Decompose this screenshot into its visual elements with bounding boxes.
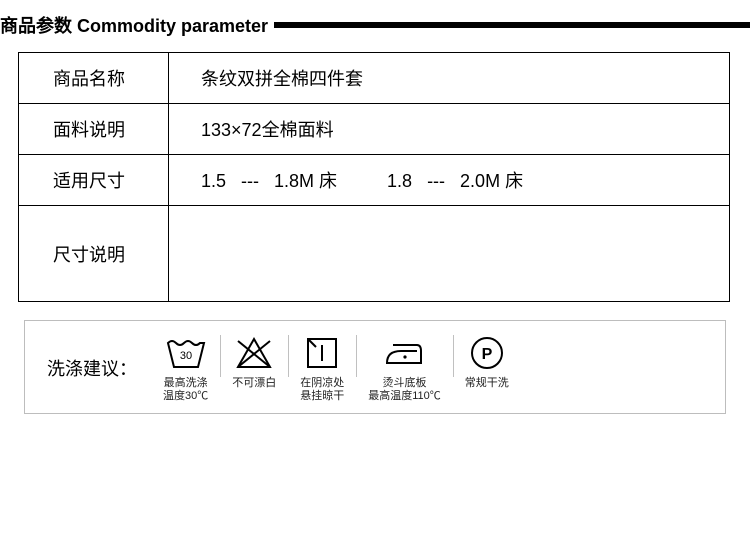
- washing-advice-box: 洗涤建议： 30 最高洗涤 温度30℃ 不可漂白 在阴凉处 悬挂晾干: [24, 320, 726, 414]
- wash-item-iron-110: 烫斗底板 最高温度110℃: [356, 333, 453, 403]
- table-row: 面料说明 133×72全棉面料: [19, 104, 730, 155]
- table-row: 商品名称 条纹双拼全棉四件套: [19, 53, 730, 104]
- wash-label: 在阴凉处 悬挂晾干: [300, 377, 344, 403]
- param-value: 条纹双拼全棉四件套: [169, 53, 730, 104]
- wash-item-dry-shade: 在阴凉处 悬挂晾干: [288, 333, 356, 403]
- wash-30-icon: 30: [164, 333, 208, 373]
- param-label: 商品名称: [19, 53, 169, 104]
- table-row: 尺寸说明: [19, 206, 730, 302]
- header-title: 商品参数 Commodity parameter: [0, 12, 274, 38]
- washing-title: 洗涤建议：: [47, 355, 137, 381]
- washing-icons: 30 最高洗涤 温度30℃ 不可漂白 在阴凉处 悬挂晾干: [151, 333, 521, 403]
- wash-item-dryclean-p: P 常规干洗: [453, 333, 521, 390]
- header-title-en: Commodity parameter: [77, 16, 268, 36]
- no-bleach-icon: [232, 333, 276, 373]
- parameter-table: 商品名称 条纹双拼全棉四件套 面料说明 133×72全棉面料 适用尺寸 1.5 …: [18, 52, 730, 302]
- param-value: 133×72全棉面料: [169, 104, 730, 155]
- section-header: 商品参数 Commodity parameter: [0, 12, 750, 38]
- param-label: 适用尺寸: [19, 155, 169, 206]
- param-label: 尺寸说明: [19, 206, 169, 302]
- param-value: [169, 206, 730, 302]
- wash-item-temp30: 30 最高洗涤 温度30℃: [151, 333, 220, 403]
- dry-shade-icon: [300, 333, 344, 373]
- wash-label: 常规干洗: [465, 377, 509, 390]
- dryclean-p-icon: P: [465, 333, 509, 373]
- svg-text:30: 30: [180, 350, 192, 362]
- wash-label: 最高洗涤 温度30℃: [163, 377, 208, 403]
- param-value: 1.5 --- 1.8M 床 1.8 --- 2.0M 床: [169, 155, 730, 206]
- header-title-cn: 商品参数: [0, 16, 72, 36]
- wash-label: 不可漂白: [232, 377, 276, 390]
- param-label: 面料说明: [19, 104, 169, 155]
- wash-item-no-bleach: 不可漂白: [220, 333, 288, 390]
- wash-label: 烫斗底板 最高温度110℃: [368, 377, 441, 403]
- svg-text:P: P: [481, 346, 492, 363]
- table-row: 适用尺寸 1.5 --- 1.8M 床 1.8 --- 2.0M 床: [19, 155, 730, 206]
- iron-110-icon: [383, 333, 427, 373]
- header-rule: [274, 22, 750, 28]
